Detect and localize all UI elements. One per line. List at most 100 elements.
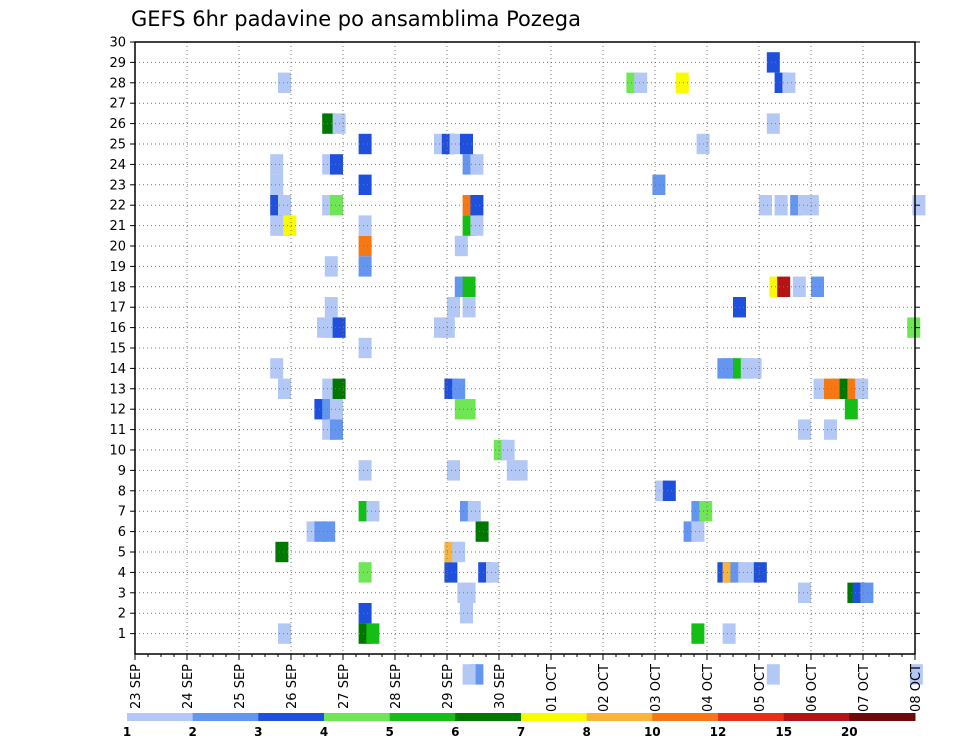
y-tick-label: 21 [109,219,126,234]
heatmap-cell [358,174,372,195]
heatmap-cell [805,195,819,216]
y-tick-label: 11 [109,423,126,438]
heatmap-cell [652,174,666,195]
x-tick-label: 07 OCT [857,664,872,712]
y-tick-label: 7 [118,505,126,520]
heatmap-cell [782,72,796,93]
x-tick-label: 24 SEP [181,664,196,709]
heatmap-cell [691,521,705,542]
colorbar-label: 2 [189,725,197,739]
colorbar-label: 15 [775,725,792,739]
heatmap-cell [691,623,705,644]
heatmap-cell [330,195,343,216]
y-tick-label: 1 [118,627,126,642]
x-tick-label: 05 OCT [753,664,768,712]
heatmap-cell [462,582,476,603]
heatmap-cell [270,358,284,379]
heatmap-cell [824,419,837,440]
x-axis: 23 SEP 24 SEP 25 SEP 26 SEP 27 SEP 28 SEP 29 S… [129,654,924,712]
colorbar-segment [652,713,719,721]
colorbar-label: 8 [583,725,591,739]
heatmap-cell [514,460,528,481]
y-tick-label: 19 [109,260,126,275]
heatmap-cell [278,378,291,399]
heatmap-cell [470,215,484,236]
heatmap-cell [467,501,481,522]
heatmap-cell [366,623,380,644]
heatmap-cell [278,195,291,216]
heatmap-cell [462,297,476,318]
heatmap-cell [462,276,476,297]
heatmap-cell [275,541,289,563]
colorbar-label: 4 [320,725,328,739]
heatmap-cell [330,399,343,420]
heatmap-cell [270,154,284,175]
colorbar-label: 1 [123,725,131,739]
heatmap-cell [460,133,473,155]
heatmap-cell [766,664,780,685]
x-tick-label: 01 OCT [545,664,560,712]
colorbar-segment [783,713,850,721]
y-tick-label: 20 [109,240,126,255]
heatmap-cell [462,399,476,420]
colorbar-segment [521,713,588,721]
heatmap-cell [441,317,455,338]
heatmap-cell [358,337,372,359]
heatmap-cell [452,378,466,399]
heatmap-cell [460,603,473,624]
heatmap-cell [753,562,767,583]
y-tick-label: 12 [109,403,126,418]
y-tick-label: 2 [118,607,126,622]
heatmap-cell [447,297,460,318]
x-tick-label: 27 SEP [337,664,352,709]
y-tick-label: 30 [109,36,126,51]
heatmap-cell [813,378,827,399]
heatmap-cell [330,154,343,175]
heatmap-cell [358,460,372,481]
x-tick-label: 23 SEP [129,664,144,709]
y-tick-label: 14 [109,362,126,377]
colorbar-label: 10 [644,725,661,739]
heatmap-cell [759,195,772,216]
heatmap-cell [444,562,458,583]
y-tick-label: 17 [109,301,126,316]
y-tick-label: 6 [118,525,126,540]
y-tick-label: 22 [109,199,126,214]
y-tick-label: 13 [109,382,126,397]
colorbar-segment [127,713,194,721]
y-tick-label: 18 [109,280,126,295]
heatmap-cell [270,174,284,195]
heatmap-cell [766,113,780,134]
grid-layer [135,42,915,654]
colorbar: 1 2 3 4 5 6 7 8 10 12 15 20 [123,713,916,739]
heatmap-cell [766,52,780,73]
y-tick-label: 15 [109,342,126,357]
y-tick-label: 26 [109,117,126,132]
heatmap-cell [798,419,811,440]
heatmap-cell [454,235,468,257]
y-tick-label: 4 [118,566,126,581]
heatmap-cell [330,419,343,440]
heatmap-cell [283,215,297,236]
heatmap-cell [366,501,380,522]
heatmap-cell [501,439,515,461]
colorbar-segment [192,713,259,721]
x-tick-label: 02 OCT [597,664,612,712]
colorbar-segment [586,713,653,721]
x-tick-label: 03 OCT [649,664,664,712]
colorbar-segment [324,713,391,721]
x-tick-label: 29 SEP [441,664,456,709]
heatmap-cell [798,582,811,603]
heatmap-cell [358,133,372,155]
chart-title: GEFS 6hr padavine po ansamblima Pozega [131,7,581,31]
heatmap-cell [470,154,484,175]
y-tick-label: 23 [109,178,126,193]
heatmap-cell [358,235,372,257]
colorbar-label: 7 [517,725,525,739]
y-tick-label: 29 [109,56,126,71]
heatmap-cell [278,72,291,93]
heatmap-cell [449,133,463,155]
colorbar-segment [455,713,522,721]
y-tick-label: 3 [118,586,126,601]
